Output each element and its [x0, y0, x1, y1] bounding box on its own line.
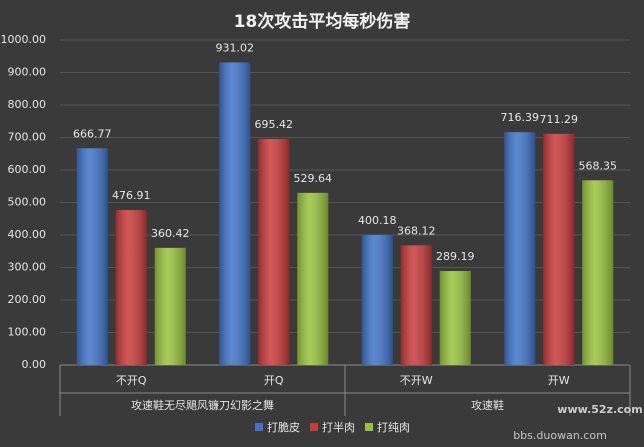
y-tick-label: 700.00: [8, 131, 47, 144]
bar-shade: [219, 62, 251, 366]
y-tick-label: 0.00: [22, 358, 47, 371]
data-label: 695.42: [255, 118, 294, 131]
data-label: 360.42: [151, 227, 190, 240]
data-label: 666.77: [73, 127, 112, 140]
x-tick-label: 开Q: [264, 374, 284, 387]
bar-shade: [361, 234, 393, 365]
bar-shade: [115, 210, 147, 365]
bar-shade: [400, 245, 432, 365]
bar-shade: [582, 180, 614, 365]
group-label: 攻速鞋: [471, 398, 504, 412]
data-label: 931.02: [216, 41, 255, 54]
bar-shade: [439, 271, 471, 365]
bar-shade: [76, 148, 108, 365]
legend-swatch: [310, 423, 318, 431]
data-label: 529.64: [294, 172, 333, 185]
legend-label: 打脆皮: [267, 420, 300, 434]
bar-shade: [297, 192, 329, 365]
y-tick-label: 300.00: [8, 261, 47, 274]
bar-shade: [504, 132, 536, 365]
legend-swatch: [255, 423, 263, 431]
data-label: 568.35: [579, 159, 618, 172]
x-tick-label: 不开W: [400, 374, 433, 387]
data-label: 716.39: [501, 111, 540, 124]
legend-swatch: [365, 423, 373, 431]
y-tick-label: 200.00: [8, 293, 47, 306]
watermark: www.52z.com: [557, 403, 642, 416]
y-tick-label: 400.00: [8, 228, 47, 241]
bar-shade: [543, 133, 575, 365]
data-label: 476.91: [112, 189, 151, 202]
y-tick-label: 800.00: [8, 98, 47, 111]
y-tick-label: 500.00: [8, 196, 47, 209]
data-label: 711.29: [540, 113, 579, 126]
data-label: 368.12: [397, 224, 436, 237]
legend-label: 打纯肉: [377, 420, 410, 434]
y-tick-label: 600.00: [8, 163, 47, 176]
y-tick-label: 900.00: [8, 66, 47, 79]
y-tick-label: 1000.00: [1, 33, 47, 46]
bar-shade: [154, 247, 186, 365]
watermark: bbs.duowan.com: [513, 429, 607, 442]
bar-shade: [258, 138, 290, 365]
y-tick-label: 100.00: [8, 326, 47, 339]
group-label: 攻速鞋无尽飓风镰刀幻影之舞: [131, 398, 274, 412]
chart-title: 18次攻击平均每秒伤害: [234, 11, 411, 32]
x-tick-label: 不开Q: [116, 374, 147, 387]
data-label: 289.19: [436, 250, 475, 263]
data-label: 400.18: [358, 214, 397, 227]
legend-label: 打半肉: [322, 420, 355, 434]
x-tick-label: 开W: [548, 374, 570, 387]
